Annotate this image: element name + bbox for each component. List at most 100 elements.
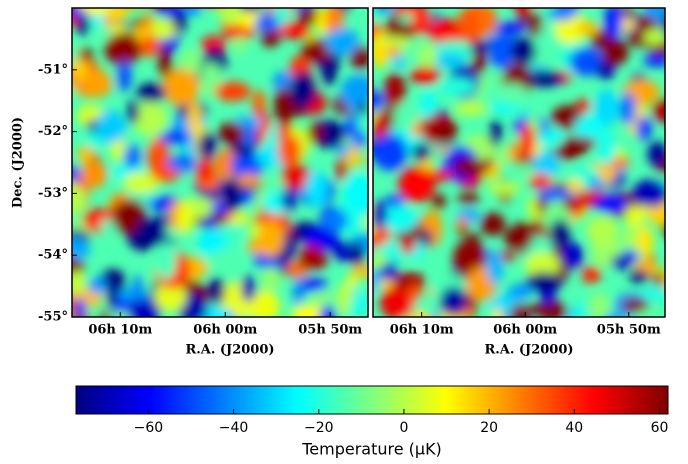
map-blob [133,25,147,42]
map-blob [274,86,293,124]
map-blob [112,200,141,235]
map-blob [185,8,203,17]
map-blob [411,8,432,35]
map-blob [248,290,281,317]
map-blob [528,148,560,182]
map-blob [491,306,503,317]
map-blob [324,28,360,56]
map-blob [522,303,548,315]
map-blob [611,254,632,270]
map-blob [489,118,502,146]
map-blob [652,98,665,124]
map-blob [633,310,661,317]
map-blob [486,181,522,195]
y-tick-label: -51° [38,62,68,77]
map-blob [524,251,560,280]
map-blob [101,269,125,289]
map-blob [621,298,649,314]
map-blob [124,144,142,169]
map-blob [549,219,571,246]
map-blob [278,134,302,168]
colorbar-label: Temperature (μK) [301,440,442,459]
panel-frame [372,7,666,318]
map-blob [158,130,192,145]
map-blob [95,110,127,144]
map-blob [281,187,297,212]
map-blob [412,143,430,162]
map-blob [241,275,256,303]
map-blob [105,8,129,22]
map-blob [260,266,282,291]
x-tick-label: 06h 10m [88,323,152,338]
map-blob [373,251,388,270]
map-blob [491,68,505,88]
map-blob [343,173,368,212]
map-blob [198,131,217,160]
map-blob [308,122,324,144]
map-blob [261,29,280,48]
map-blob [469,41,490,53]
x-tick-label: 06h 10m [390,323,454,338]
map-blob [82,69,112,96]
map-blob [384,72,406,108]
map-blob [552,145,583,160]
map-blob [373,133,408,171]
y-tick-label: -55° [38,310,68,325]
map-blob [127,100,140,125]
map-blob [525,272,563,292]
map-blob [594,89,619,127]
map-blob [519,122,536,159]
map-blob [537,187,570,202]
map-blob [605,312,623,317]
map-blob [635,116,652,141]
colorbar-tick-label: 60 [651,420,669,436]
map-blob [399,238,417,254]
map-blob [310,292,334,306]
map-blob [603,8,623,40]
map-blob [544,8,581,22]
map-blob [597,129,617,166]
map-blob [77,146,94,163]
map-blob [298,250,329,270]
y-axis-label: Dec. (J2000) [11,117,26,208]
map-blob [513,8,533,13]
map-blob [537,301,568,317]
map-blob [527,70,564,87]
map-blob [196,158,215,185]
map-blob [78,47,93,62]
map-blob [72,46,79,65]
map-field [373,8,665,317]
map-blob [629,269,650,284]
map-blob [509,302,528,317]
map-blob [508,283,534,299]
map-blob [132,274,143,303]
map-blob [237,174,261,187]
map-blob [480,212,506,236]
map-blob [290,304,328,317]
map-blob [647,141,665,168]
map-blob [420,88,438,123]
map-blob [305,170,328,207]
map-blob [488,37,516,70]
map-blob [198,227,227,257]
map-blob [301,39,332,62]
map-blob [518,8,529,29]
colorbar-tick-label: 40 [565,420,583,436]
colorbar [75,385,669,415]
map-blob [587,292,612,317]
map-blob [428,169,453,182]
map-blob [437,77,476,96]
map-blob [303,225,341,251]
map-blob [496,83,528,104]
map-blob [340,74,368,111]
x-tick-label: 06h 00m [193,323,257,338]
map-blob [601,38,629,66]
map-blob [88,277,108,295]
map-blob [104,32,141,67]
map-blob [74,297,86,317]
map-blob [457,8,480,40]
temperature-map [72,8,368,317]
map-blob [565,178,583,193]
map-blob [586,215,619,247]
